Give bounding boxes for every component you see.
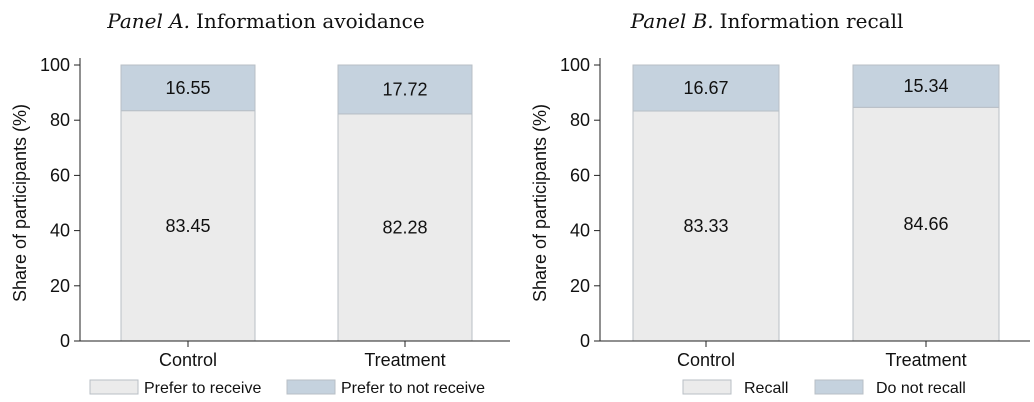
y-axis-label: Share of participants (%) <box>530 104 550 302</box>
x-tick-label: Control <box>159 350 217 370</box>
data-label: 16.67 <box>683 78 728 98</box>
legend-label: Prefer to not receive <box>341 380 485 397</box>
bar-segment <box>120 64 256 112</box>
x-tick-label: Treatment <box>885 350 966 370</box>
legend-swatch <box>89 379 139 395</box>
panel-a: Panel A. Information avoidance Share of pa… <box>10 9 510 397</box>
panel-title-prefix: Panel A. <box>106 9 190 33</box>
panel-title: Panel B. Information recall <box>630 9 904 33</box>
y-tick-label: 80 <box>570 110 590 130</box>
y-axis-label: Share of participants (%) <box>10 104 30 302</box>
bar-segment <box>337 64 473 115</box>
legend: Prefer to receive Prefer to not receive <box>89 379 485 397</box>
panel-title-prefix: Panel B. <box>630 9 714 33</box>
y-tick-label: 40 <box>50 221 70 241</box>
y-tick-label: 100 <box>40 55 70 75</box>
y-tick-label: 0 <box>580 331 590 351</box>
data-label: 15.34 <box>903 76 948 96</box>
panel-title-text: Information avoidance <box>196 9 425 33</box>
data-label: 17.72 <box>382 79 427 99</box>
panel-title-text: Information recall <box>720 9 904 33</box>
y-tick-label: 60 <box>570 165 590 185</box>
legend-label: Prefer to receive <box>144 380 261 397</box>
panel-title: Panel A. Information avoidance <box>106 9 424 33</box>
legend-swatch <box>682 379 732 395</box>
data-label: 82.28 <box>382 217 427 237</box>
data-label: 84.66 <box>903 214 948 234</box>
y-tick-label: 40 <box>570 221 590 241</box>
data-label: 16.55 <box>165 78 210 98</box>
y-tick-label: 0 <box>60 331 70 351</box>
bar-segment <box>632 64 780 112</box>
y-tick-label: 20 <box>50 276 70 296</box>
y-tick-label: 100 <box>560 55 590 75</box>
y-tick-label: 20 <box>570 276 590 296</box>
bar-segment <box>120 110 256 342</box>
legend: Recall Do not recall <box>682 379 966 397</box>
y-tick-label: 80 <box>50 110 70 130</box>
bar-segment <box>632 110 780 342</box>
legend-swatch <box>286 379 336 395</box>
x-tick-label: Treatment <box>364 350 445 370</box>
data-label: 83.33 <box>683 216 728 236</box>
data-label: 83.45 <box>165 216 210 236</box>
bar-segment <box>852 64 1000 108</box>
legend-swatch <box>814 379 864 395</box>
panel-b: Panel B. Information recall Share of parti… <box>530 9 1030 397</box>
x-tick-label: Control <box>677 350 735 370</box>
legend-label: Do not recall <box>876 380 966 397</box>
y-tick-label: 60 <box>50 165 70 185</box>
legend-label: Recall <box>744 380 788 397</box>
bar-segment <box>852 106 1000 342</box>
